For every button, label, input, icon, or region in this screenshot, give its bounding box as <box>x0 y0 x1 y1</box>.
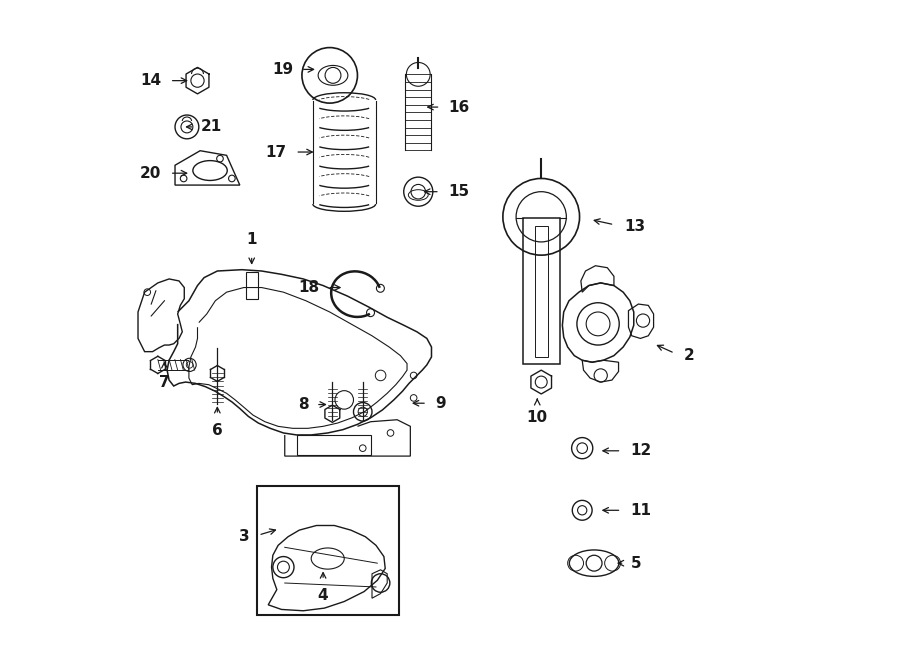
Text: 2: 2 <box>683 348 694 363</box>
Bar <box>247 272 258 299</box>
Text: 4: 4 <box>318 588 328 603</box>
Text: 8: 8 <box>299 397 310 412</box>
Text: 14: 14 <box>140 73 161 88</box>
Bar <box>535 226 548 357</box>
Text: 7: 7 <box>159 375 170 391</box>
Text: 15: 15 <box>448 184 469 199</box>
Text: 3: 3 <box>239 529 249 544</box>
Text: 1: 1 <box>247 232 257 247</box>
Text: 20: 20 <box>140 166 161 180</box>
Text: 18: 18 <box>299 280 320 295</box>
Text: 10: 10 <box>526 410 548 425</box>
Bar <box>257 486 399 615</box>
Text: 17: 17 <box>266 145 287 159</box>
Text: 19: 19 <box>272 62 293 77</box>
Text: 6: 6 <box>212 423 222 438</box>
Text: 9: 9 <box>435 396 446 410</box>
Text: 12: 12 <box>631 444 652 458</box>
Text: 11: 11 <box>631 503 652 518</box>
Text: 5: 5 <box>631 556 641 570</box>
Bar <box>523 218 560 364</box>
Text: 13: 13 <box>624 219 645 233</box>
Text: 21: 21 <box>201 120 222 134</box>
Text: 16: 16 <box>448 100 469 114</box>
